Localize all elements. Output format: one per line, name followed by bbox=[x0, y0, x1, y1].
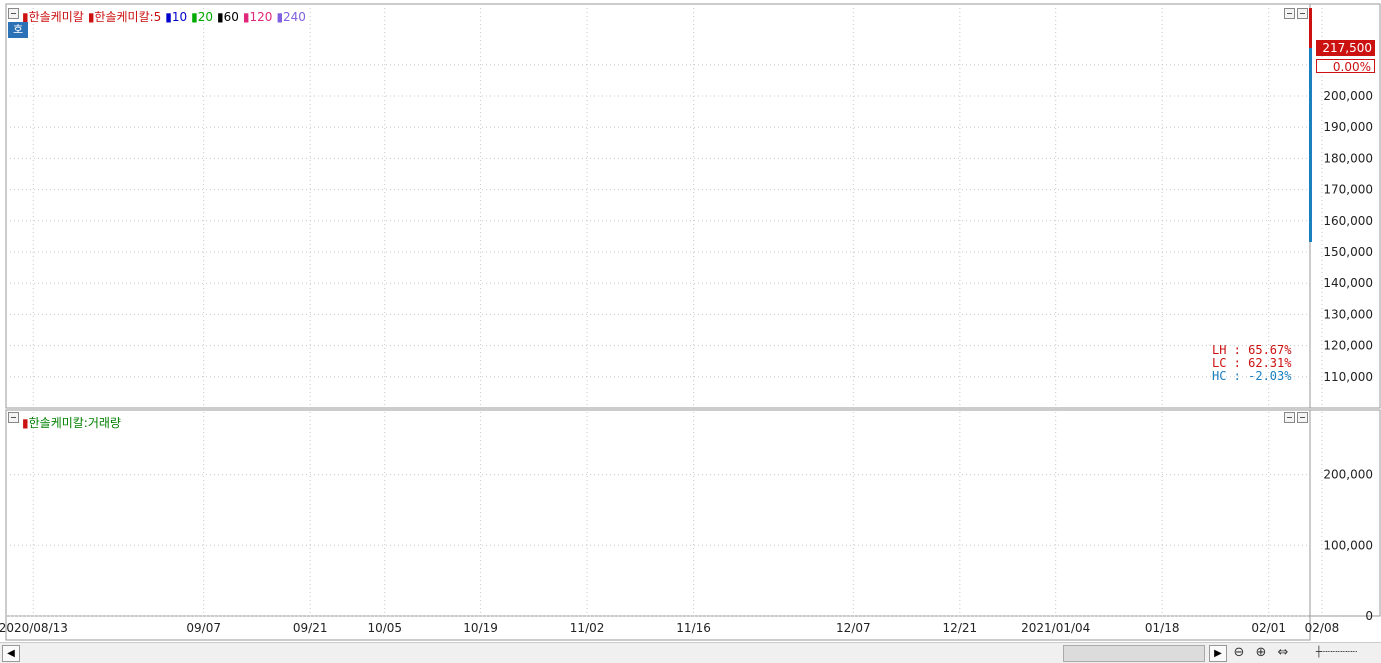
date-tick-label: 01/18 bbox=[1145, 621, 1180, 635]
zoom-out-icon[interactable]: ⊖ bbox=[1233, 645, 1245, 660]
volume-axis-frame bbox=[1309, 409, 1381, 617]
date-tick-label: 09/21 bbox=[293, 621, 328, 635]
price-tick-label: 200,000 bbox=[1323, 89, 1373, 103]
price-tick-label: 120,000 bbox=[1323, 339, 1373, 353]
date-axis-frame bbox=[5, 615, 1311, 641]
date-tick-label: 11/02 bbox=[570, 621, 605, 635]
scroll-right-button[interactable]: ▶ bbox=[1209, 645, 1227, 662]
price-tick-label: 170,000 bbox=[1323, 183, 1373, 197]
price-frame bbox=[5, 3, 1311, 409]
legend-item[interactable]: ▮한솔케미칼:5 bbox=[87, 10, 162, 24]
volume-minimize-icon[interactable] bbox=[1284, 412, 1295, 423]
scroll-left-button[interactable]: ◀ bbox=[2, 645, 20, 662]
minimize-icon[interactable] bbox=[1284, 8, 1295, 19]
date-tick-label: 02/01 bbox=[1251, 621, 1286, 635]
legend-item[interactable]: ▮20 bbox=[191, 10, 214, 24]
date-tick-label: 09/07 bbox=[186, 621, 221, 635]
price-indicator-blue bbox=[1309, 48, 1312, 242]
date-tick-label: 2020/08/13 bbox=[0, 621, 68, 635]
date-tick-label: 10/05 bbox=[367, 621, 402, 635]
volume-legend: ▮한솔케미칼:거래량 bbox=[22, 416, 121, 430]
volume-frame bbox=[5, 409, 1311, 617]
price-tick-label: 140,000 bbox=[1323, 276, 1373, 290]
legend-item[interactable]: ▮120 bbox=[242, 10, 273, 24]
price-tick-label: 190,000 bbox=[1323, 120, 1373, 134]
legend-item[interactable]: ▮10 bbox=[165, 10, 188, 24]
legend-item[interactable]: ▮240 bbox=[276, 10, 306, 24]
date-tick-label: 12/07 bbox=[836, 621, 871, 635]
date-tick-label: 02/08 bbox=[1305, 621, 1340, 635]
price-tick-label: 180,000 bbox=[1323, 151, 1373, 165]
price-tick-label: 130,000 bbox=[1323, 307, 1373, 321]
date-tick-label: 10/19 bbox=[463, 621, 498, 635]
legend-item[interactable]: ▮한솔케미칼 bbox=[22, 10, 84, 24]
zoom-slider[interactable]: ┼┈┈┈┈┈┈┈ bbox=[1315, 647, 1357, 658]
chart-legend: ▮한솔케미칼 ▮한솔케미칼:5 ▮10 ▮20 ▮60 ▮120 ▮240 bbox=[22, 8, 310, 25]
price-tick-label: 160,000 bbox=[1323, 214, 1373, 228]
volume-legend-label: 한솔케미칼:거래량 bbox=[28, 416, 121, 430]
zoom-in-icon[interactable]: ⊕ bbox=[1255, 645, 1267, 660]
stat-lc: LC : 62.31% bbox=[1212, 356, 1292, 370]
date-tick-label: 12/21 bbox=[943, 621, 978, 635]
scroll-thumb[interactable] bbox=[1063, 645, 1205, 662]
volume-tick-label: 200,000 bbox=[1323, 468, 1373, 482]
range-stats: LH : 65.67% LC : 62.31% HC : -2.03% bbox=[1212, 344, 1291, 383]
horizontal-scrollbar[interactable]: ◀ ▶ ⊖ ⊕ ⇔ ┼┈┈┈┈┈┈┈ bbox=[0, 642, 1381, 663]
date-tick-label: 2021/01/04 bbox=[1021, 621, 1090, 635]
current-change-tag: 0.00% bbox=[1316, 59, 1375, 74]
axes: 110,000 120,000 130,000 140,000 150,000 160,0… bbox=[0, 3, 1381, 641]
volume-tick-label: 100,000 bbox=[1323, 538, 1373, 552]
ho-button[interactable]: 호 bbox=[8, 22, 28, 38]
stat-lh: LH : 65.67% bbox=[1212, 343, 1292, 357]
close-icon[interactable] bbox=[1297, 8, 1308, 19]
stat-hc: HC : -2.03% bbox=[1212, 369, 1292, 383]
volume-panel-menu-icon[interactable] bbox=[8, 412, 19, 423]
fit-width-icon[interactable]: ⇔ bbox=[1277, 645, 1289, 660]
current-price-tag: 217,500 bbox=[1316, 40, 1375, 56]
panel-menu-icon[interactable] bbox=[8, 8, 19, 19]
price-tick-label: 150,000 bbox=[1323, 245, 1373, 259]
price-indicator-red bbox=[1309, 8, 1312, 48]
date-tick-label: 11/16 bbox=[676, 621, 711, 635]
price-tick-label: 110,000 bbox=[1323, 370, 1373, 384]
volume-tick-label: 0 bbox=[1365, 609, 1373, 623]
legend-item[interactable]: ▮60 bbox=[217, 10, 239, 24]
volume-close-icon[interactable] bbox=[1297, 412, 1308, 423]
